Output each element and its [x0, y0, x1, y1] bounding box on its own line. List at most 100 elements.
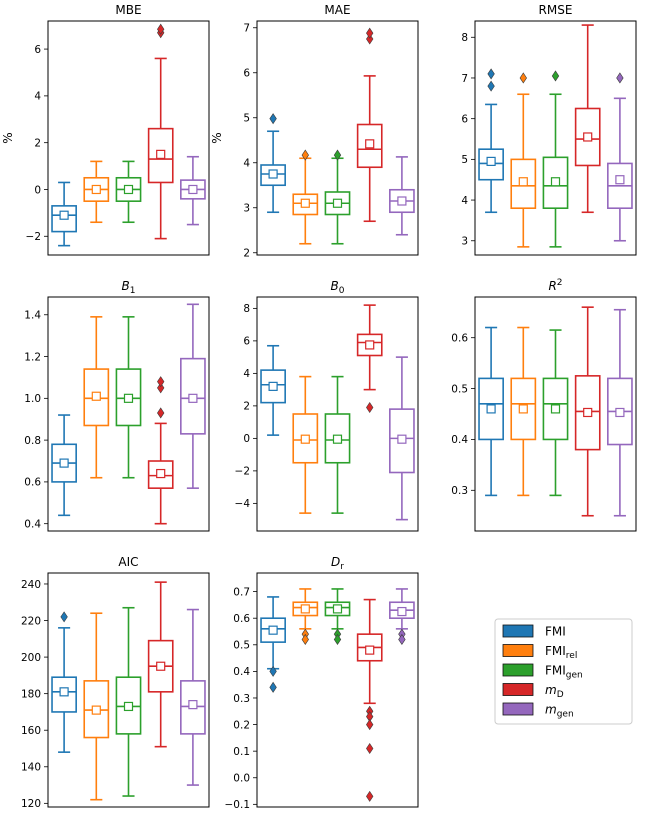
flier-point — [519, 72, 527, 84]
panel-title: B1 — [122, 279, 136, 296]
legend-label: FMIrel — [545, 644, 577, 661]
panel-frame — [256, 572, 419, 808]
y-tick-label: 6 — [243, 68, 250, 80]
y-tick-label: 4 — [461, 195, 468, 207]
y-tick-label: 3 — [243, 203, 250, 215]
panel-title-base: MBE — [115, 3, 141, 17]
flier-point — [487, 80, 495, 92]
box-iqr — [292, 193, 319, 216]
mean-marker — [550, 404, 561, 414]
panel-frame — [256, 296, 419, 532]
flier-point — [551, 70, 560, 82]
box-iqr — [574, 375, 601, 451]
y-tick-label: 2 — [34, 137, 41, 149]
panel-title-sub: 1 — [130, 286, 136, 296]
legend-label-base: FMI — [545, 625, 566, 639]
mean-marker — [59, 458, 69, 468]
mean-marker — [332, 434, 343, 444]
mean-marker — [156, 149, 166, 159]
box-fmi — [51, 414, 77, 517]
mean-marker — [188, 700, 198, 710]
box-iqr — [292, 413, 319, 464]
panel-dr: Dr −0.1 0.0 0.1 0.2 0.3 0.4 0.5 0.6 0.7 — [225, 555, 419, 811]
legend-swatch — [502, 644, 534, 657]
panel-frame — [47, 20, 210, 256]
box-iqr — [510, 377, 537, 441]
y-tick-label: 0.4 — [451, 434, 468, 446]
mean-marker — [188, 184, 198, 195]
y-tick-label: 220 — [21, 615, 41, 627]
mean-marker — [365, 139, 375, 149]
panel-mbe: MBE% −2 0 2 4 6 — [1, 3, 210, 256]
y-tick-label: 120 — [21, 798, 41, 810]
mean-marker — [300, 198, 310, 208]
box-fmi-rel — [83, 316, 110, 479]
y-tick-label: 6 — [461, 113, 468, 125]
panel-frame — [474, 20, 637, 256]
box-fmi-rel — [292, 375, 319, 514]
legend-item-md: mD — [502, 683, 564, 700]
box-iqr — [510, 158, 537, 210]
mean-marker — [550, 177, 561, 187]
mean-marker — [397, 196, 407, 206]
panel-rsq: R2 0.3 0.4 0.5 0.6 — [451, 278, 637, 532]
y-tick-label: 0.6 — [24, 477, 41, 489]
panel-frame — [47, 296, 210, 532]
box-iqr — [260, 369, 286, 404]
panel-title: RMSE — [539, 3, 573, 17]
y-tick-label: 1.4 — [24, 310, 41, 322]
mean-marker — [123, 184, 134, 195]
y-tick-label: 0.1 — [233, 746, 250, 758]
box-fmi-gen — [115, 316, 142, 479]
mean-marker — [300, 434, 310, 444]
panel-title-base: B — [122, 279, 130, 293]
flier-point — [301, 149, 309, 161]
legend-swatch — [502, 663, 534, 677]
panel-title-sub: 0 — [339, 286, 345, 296]
panel-title-base: R — [548, 279, 556, 293]
y-tick-label: 0.4 — [24, 518, 41, 530]
box-iqr — [292, 601, 319, 617]
mean-marker — [397, 434, 407, 444]
mean-marker — [332, 604, 343, 614]
mean-marker — [583, 407, 593, 418]
box-iqr — [478, 148, 504, 181]
y-tick-label: 6 — [34, 44, 41, 56]
legend-label-sub: rel — [566, 651, 578, 661]
box-iqr — [51, 676, 77, 713]
box-iqr — [147, 460, 174, 489]
y-tick-label: 7 — [461, 73, 468, 85]
mean-marker — [188, 393, 198, 403]
box-m-gen — [389, 356, 415, 521]
y-tick-label: 4 — [34, 91, 41, 103]
flier-point — [366, 790, 374, 802]
box-iqr — [574, 107, 601, 167]
mean-marker — [156, 661, 166, 671]
flier-point — [301, 633, 309, 646]
panel-title: AIC — [118, 555, 138, 569]
mean-marker — [486, 404, 496, 414]
legend-label: FMI — [545, 625, 566, 639]
legend-label: FMIgen — [545, 664, 583, 681]
panel-aic: AIC 120 140 160 180 200 220 240 — [21, 555, 210, 810]
mean-marker — [123, 701, 134, 712]
y-tick-label: −2 — [26, 231, 41, 243]
box-md — [356, 27, 383, 223]
panel-b1: B1 0.4 0.6 0.8 1.0 1.2 1.4 — [24, 279, 210, 532]
box-iqr — [356, 123, 383, 169]
legend-label-sub: gen — [566, 671, 583, 681]
legend-item-fmi-gen: FMIgen — [502, 663, 583, 681]
box-fmi-gen — [542, 70, 569, 248]
box-md — [147, 376, 174, 525]
panel-title: B0 — [331, 279, 345, 296]
y-tick-label: 2 — [243, 248, 250, 260]
mean-marker — [59, 210, 69, 220]
legend-label-sub: D — [557, 690, 564, 700]
box-fmi-gen — [115, 606, 142, 797]
y-tick-label: 0 — [34, 184, 41, 196]
flier-point — [269, 113, 277, 125]
y-tick-label: −0.1 — [225, 799, 251, 811]
y-tick-label: −4 — [235, 498, 251, 510]
mean-marker — [91, 391, 101, 401]
